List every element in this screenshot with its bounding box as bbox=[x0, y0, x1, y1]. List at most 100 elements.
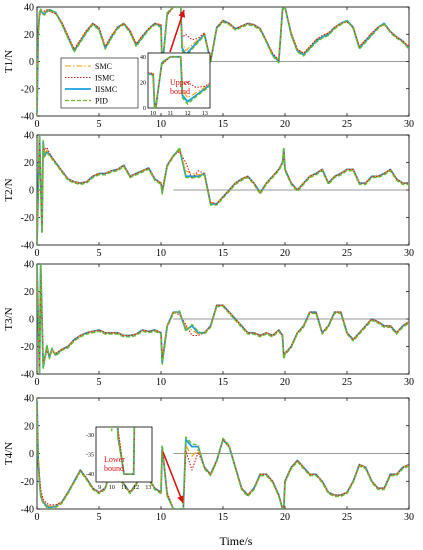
x-tick-label: 30 bbox=[404, 248, 414, 259]
bound-arrow-head bbox=[178, 10, 186, 18]
y-tick-label: 0 bbox=[29, 315, 34, 326]
series-line-pid bbox=[37, 7, 409, 116]
bound-arrow bbox=[162, 451, 184, 504]
x-tick-label: 30 bbox=[404, 377, 414, 388]
series-line-pid bbox=[37, 398, 409, 509]
inset-y-tick-label: 20 bbox=[140, 80, 146, 86]
x-tick-label: 5 bbox=[97, 377, 102, 388]
x-tick-label: 15 bbox=[218, 248, 228, 259]
y-tick-label: -40 bbox=[21, 505, 34, 516]
x-tick-label: 30 bbox=[404, 512, 414, 523]
series-line-pid bbox=[37, 264, 409, 374]
y-tick-label: 0 bbox=[29, 449, 34, 460]
legend-label: IISMC bbox=[95, 85, 117, 94]
y-tick-label: -20 bbox=[21, 213, 34, 224]
x-tick-label: 5 bbox=[97, 248, 102, 259]
y-tick-label: 20 bbox=[24, 30, 34, 41]
x-tick-label: 10 bbox=[156, 248, 166, 259]
panel-4: 0 5 10 15 20 25 30 -40 -20 0 20 40 T4/N 9 10 11 12 13 -30 -… bbox=[3, 394, 414, 524]
x-tick-label: 25 bbox=[342, 512, 352, 523]
inset-x-tick-label: 13 bbox=[202, 111, 208, 117]
y-tick-label: -20 bbox=[21, 342, 34, 353]
x-tick-label: 15 bbox=[218, 377, 228, 388]
x-tick-label: 0 bbox=[35, 248, 40, 259]
inset-x-tick-label: 12 bbox=[133, 485, 139, 491]
inset-y-tick-label: 0 bbox=[143, 106, 146, 112]
series-line-ismc bbox=[37, 139, 409, 240]
x-tick-label: 0 bbox=[35, 512, 40, 523]
x-tick-label: 0 bbox=[35, 119, 40, 130]
y-tick-label: 0 bbox=[29, 186, 34, 197]
x-tick-label: 5 bbox=[97, 512, 102, 523]
inset-annotation-line: Lower bbox=[104, 455, 125, 464]
x-tick-label: 20 bbox=[280, 512, 290, 523]
x-axis-label: Time/s bbox=[220, 534, 253, 548]
x-tick-label: 15 bbox=[218, 512, 228, 523]
inset-frame bbox=[147, 52, 211, 109]
inset-y-tick-label: 40 bbox=[140, 55, 146, 61]
x-tick-label: 5 bbox=[97, 119, 102, 130]
panel-3: 0 5 10 15 20 25 30 -40 -20 0 20 40 T3/N bbox=[3, 260, 414, 389]
x-tick-label: 20 bbox=[280, 119, 290, 130]
y-tick-label: 20 bbox=[24, 421, 34, 432]
inset-annotation-line: Upper bbox=[170, 78, 190, 87]
y-tick-label: -40 bbox=[21, 241, 34, 252]
inset-x-tick-label: 9 bbox=[98, 485, 101, 491]
inset-y-tick-label: -40 bbox=[86, 472, 94, 478]
y-tick-label: 20 bbox=[24, 158, 34, 169]
y-tick-label: 40 bbox=[24, 260, 34, 271]
x-tick-label: 30 bbox=[404, 119, 414, 130]
inset-line-iismc bbox=[110, 427, 136, 476]
x-tick-label: 10 bbox=[156, 512, 166, 523]
series-line-ismc bbox=[37, 406, 409, 509]
inset-annotation-line: bound bbox=[170, 87, 190, 96]
y-tick-label: -20 bbox=[21, 84, 34, 95]
inset-line-smc bbox=[111, 427, 135, 475]
inset-annotation-line: bound bbox=[104, 464, 124, 473]
bound-arrow-head bbox=[177, 495, 184, 503]
inset-x-tick-label: 12 bbox=[185, 111, 191, 117]
legend-label: SMC bbox=[95, 62, 112, 71]
y-tick-label: -40 bbox=[21, 112, 34, 123]
y-tick-label: -20 bbox=[21, 477, 34, 488]
x-tick-label: 25 bbox=[342, 119, 352, 130]
inset-line-pid bbox=[109, 427, 135, 475]
legend-label: PID bbox=[95, 97, 108, 106]
zoom-inset: 9 10 11 12 13 -30 -35 -40 Lower bound bbox=[86, 426, 153, 491]
x-tick-label: 15 bbox=[218, 119, 228, 130]
legend-label: ISMC bbox=[95, 74, 115, 83]
inset-x-tick-label: 10 bbox=[109, 485, 115, 491]
x-tick-label: 10 bbox=[156, 377, 166, 388]
bound-arrow bbox=[169, 9, 185, 53]
y-axis-label: T3/N bbox=[3, 307, 15, 330]
x-tick-label: 25 bbox=[342, 248, 352, 259]
y-tick-label: 40 bbox=[24, 394, 34, 405]
zoom-inset: 10 11 12 13 0 20 40 Upper bound bbox=[140, 52, 211, 117]
y-axis-label: T2/N bbox=[3, 178, 15, 201]
inset-annotation: Upper bound bbox=[170, 78, 190, 96]
series-line-pid bbox=[37, 135, 409, 245]
inset-x-tick-label: 13 bbox=[145, 485, 151, 491]
y-tick-label: -40 bbox=[21, 370, 34, 381]
x-tick-label: 25 bbox=[342, 377, 352, 388]
inset-y-tick-label: -30 bbox=[86, 433, 94, 439]
x-tick-label: 10 bbox=[156, 119, 166, 130]
inset-y-tick-label: -35 bbox=[86, 453, 94, 459]
x-tick-label: 20 bbox=[280, 377, 290, 388]
panel-2: 0 5 10 15 20 25 30 -40 -20 0 20 40 T2/N bbox=[3, 131, 414, 260]
legend: SMC ISMC IISMC PID bbox=[60, 57, 139, 109]
y-tick-label: 20 bbox=[24, 287, 34, 298]
y-tick-label: 40 bbox=[24, 3, 34, 14]
x-tick-label: 0 bbox=[35, 377, 40, 388]
inset-annotation: Lower bound bbox=[104, 455, 125, 473]
x-tick-label: 20 bbox=[280, 248, 290, 259]
series-line-ismc bbox=[37, 7, 409, 108]
inset-x-tick-label: 11 bbox=[121, 485, 127, 491]
y-axis-label: T4/N bbox=[3, 442, 15, 465]
y-tick-label: 40 bbox=[24, 131, 34, 142]
y-tick-label: 0 bbox=[29, 57, 34, 68]
y-axis-label: T1/N bbox=[3, 50, 15, 73]
inset-x-tick-label: 10 bbox=[150, 111, 156, 117]
